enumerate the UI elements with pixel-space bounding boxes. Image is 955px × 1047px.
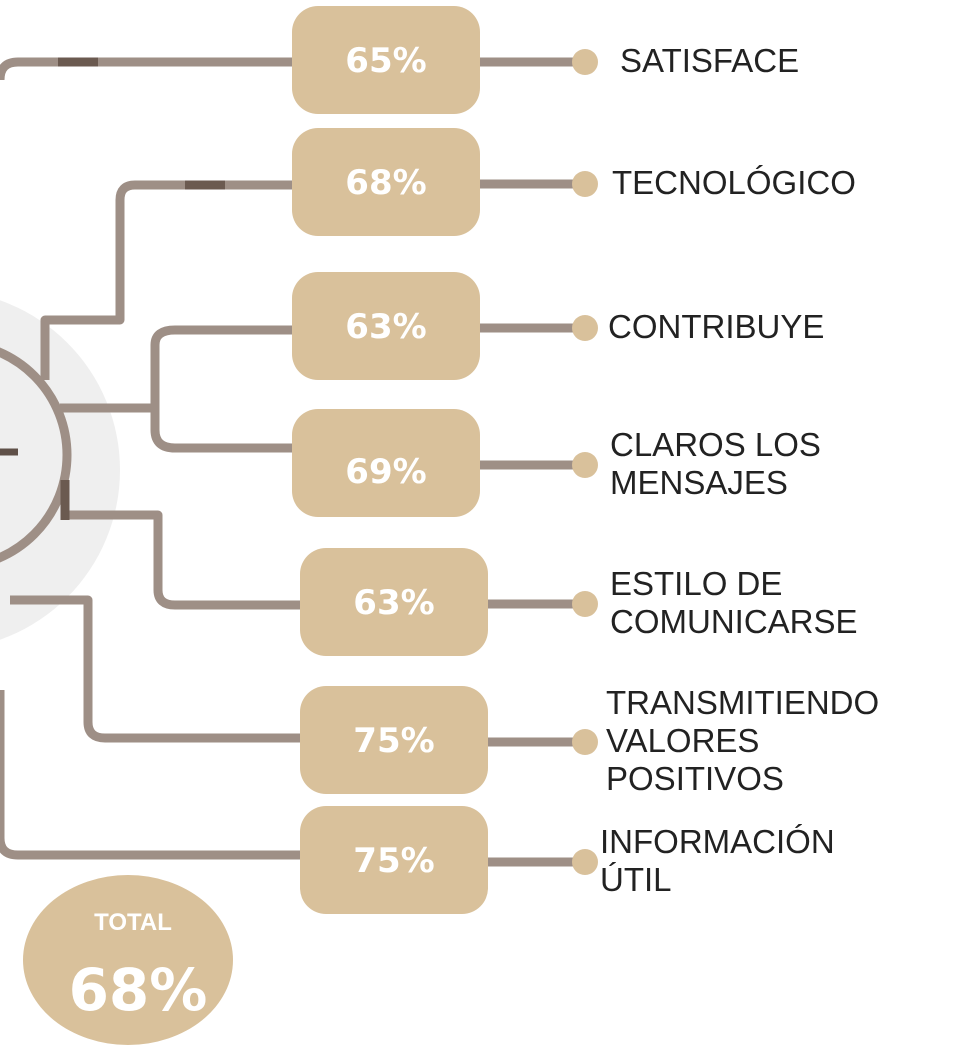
item-label: COMUNICARSE <box>610 603 858 640</box>
percent: 69% <box>345 452 426 492</box>
item-label: POSITIVOS <box>606 760 784 797</box>
percent: 63% <box>345 307 426 347</box>
item-label: MENSAJES <box>610 464 788 501</box>
dot <box>572 315 598 341</box>
connector <box>10 595 300 743</box>
percent-box <box>300 806 488 914</box>
item-label: SATISFACE <box>620 42 799 79</box>
connector <box>60 325 292 453</box>
percent: 65% <box>345 41 426 81</box>
connector <box>65 510 300 610</box>
item-label: TRANSMITIENDO <box>606 684 879 721</box>
dot <box>572 729 598 755</box>
total-percent: 68% <box>69 956 208 1024</box>
percent-box <box>300 686 488 794</box>
percent-box <box>300 548 488 656</box>
percent-box <box>292 272 480 380</box>
dot <box>572 452 598 478</box>
total-badge <box>23 875 233 1045</box>
percent: 68% <box>345 163 426 203</box>
connector <box>0 690 300 860</box>
percent: 63% <box>353 583 434 623</box>
item-label: CLAROS LOS <box>610 426 821 463</box>
percent: 75% <box>353 841 434 881</box>
item-label: ESTILO DE <box>610 565 782 602</box>
percent-box <box>292 409 480 517</box>
hub-circle <box>0 347 72 563</box>
item-label: VALORES <box>606 722 759 759</box>
percent-box <box>292 6 480 114</box>
item-label: INFORMACIÓN <box>600 823 835 860</box>
percent: 75% <box>353 721 434 761</box>
connector <box>40 180 292 380</box>
item-label: ÚTIL <box>600 861 672 898</box>
total-label: TOTAL <box>94 909 172 936</box>
connector <box>0 57 292 81</box>
percent-box <box>292 128 480 236</box>
dot <box>572 171 598 197</box>
item-label: TECNOLÓGICO <box>612 164 856 201</box>
background-circle <box>0 300 120 640</box>
dot <box>572 49 598 75</box>
item-label: CONTRIBUYE <box>608 308 824 345</box>
dot <box>572 849 598 875</box>
dot <box>572 591 598 617</box>
